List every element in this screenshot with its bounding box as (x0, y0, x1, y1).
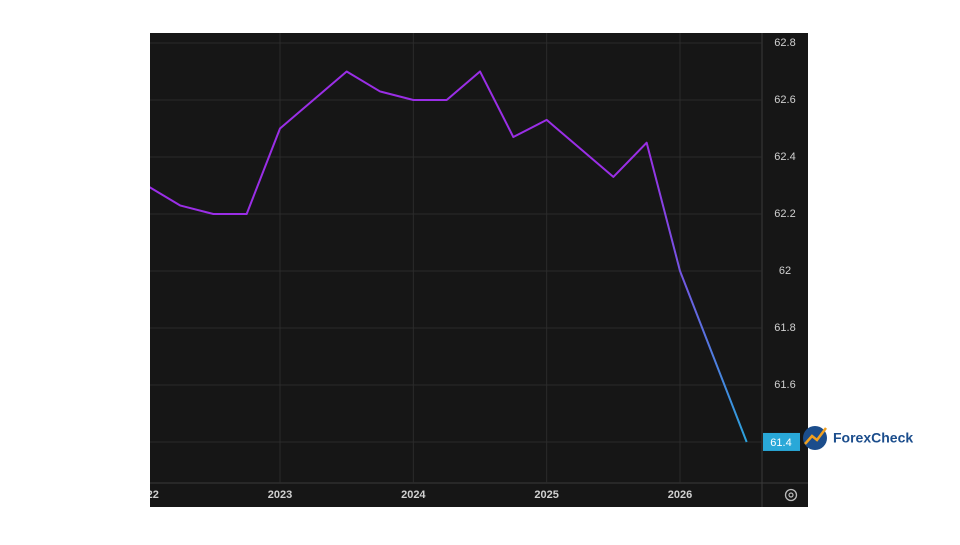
watermark: ForexCheck (833, 430, 913, 446)
last-value-label: 61.4 (770, 437, 791, 449)
grid (150, 33, 762, 483)
x-tick-label: 2025 (534, 489, 558, 501)
chart-background (150, 33, 808, 507)
y-tick-label: 62 (779, 265, 791, 277)
y-tick-label: 61.8 (774, 322, 795, 334)
y-tick-label: 62.2 (774, 208, 795, 220)
x-tick-label: 2023 (268, 489, 292, 501)
x-tick-label: 2022 (134, 489, 158, 501)
y-tick-label: 62.8 (774, 37, 795, 49)
x-tick-label: 2024 (401, 489, 426, 501)
y-tick-label: 62.4 (774, 151, 795, 163)
line (150, 70, 748, 443)
y-tick-label: 61.6 (774, 379, 795, 391)
x-tick-label: 2026 (668, 489, 692, 501)
logo: ForexCheck (803, 426, 913, 450)
y-tick-label: 62.6 (774, 94, 795, 106)
settings-icon[interactable] (784, 488, 798, 502)
series (150, 70, 748, 443)
time-axis: 2022 2023 2024 2025 2026 (134, 489, 692, 501)
last-value-box (763, 432, 800, 451)
